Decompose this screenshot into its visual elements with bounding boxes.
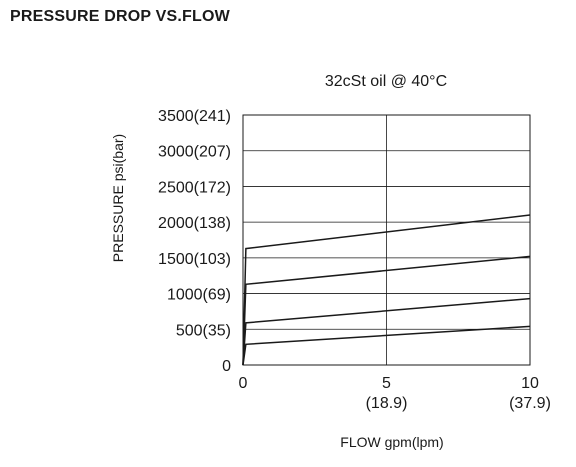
plot-frame [242,114,531,366]
x-axis-ticks: 0 5 (18.9) 10 (37.9) [239,375,551,412]
y-tick-label-0: 0 [222,358,231,375]
y-tick-label-3: 1500(103) [158,251,231,268]
x-axis-label: FLOW gpm(lpm) [340,434,443,450]
series-line-4 [242,325,531,366]
page-title: PRESSURE DROP VS.FLOW [10,8,230,25]
y-tick-label-7: 3500(241) [158,108,231,125]
series-line-3 [242,297,531,366]
x-tick-label-0: 0 [239,375,248,392]
x-tick-sublabel-1: (18.9) [366,395,408,412]
y-axis-label: PRESSURE psi(bar) [110,134,126,262]
x-tick-label-2: 10 [521,375,539,392]
grid-lines [243,115,530,365]
y-tick-label-2: 1000(69) [167,287,231,304]
y-tick-label-6: 3000(207) [158,144,231,161]
y-tick-label-4: 2000(138) [158,215,231,232]
y-tick-label-5: 2500(172) [158,179,231,196]
y-tick-label-1: 500(35) [176,322,231,339]
series-lines [242,214,531,366]
x-tick-label-1: 5 [382,375,391,392]
x-tick-sublabel-2: (37.9) [509,395,551,412]
y-axis-ticks: 0 500(35) 1000(69) 1500(103) 2000(138) 2500(1… [158,108,231,375]
chart-title: 32cSt oil @ 40°C [325,73,447,90]
series-line-2 [242,255,531,366]
